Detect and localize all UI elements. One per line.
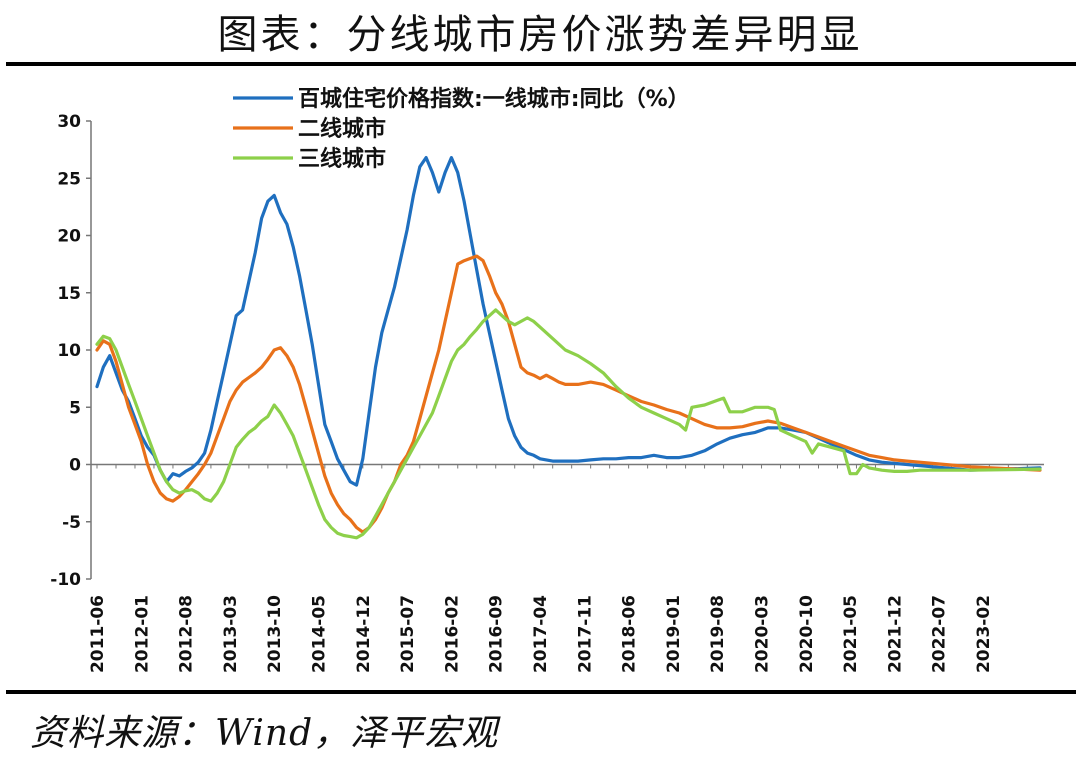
x-tick-label: 2021-12 xyxy=(885,595,905,673)
top-divider xyxy=(6,62,1076,66)
line-chart: -10 -5 0 5 10 15 20 25 30 2011-06 2012-01 2012-08 20… xyxy=(50,86,1044,673)
x-tick-label: 2012-01 xyxy=(132,595,152,673)
series-line-3 xyxy=(95,308,1042,540)
y-tick-label: 5 xyxy=(69,398,81,418)
x-tick-label: 2017-04 xyxy=(531,595,551,673)
y-tick-label: 0 xyxy=(69,456,81,476)
x-tick-label: 2013-10 xyxy=(265,595,285,673)
x-tick-label: 2013-03 xyxy=(221,595,241,673)
x-tick-label: 2012-08 xyxy=(177,595,197,673)
x-tick-label: 2016-02 xyxy=(442,595,462,673)
y-tick-label: -5 xyxy=(62,513,81,533)
chart-title: 图表：分线城市房价涨势差异明显 xyxy=(217,12,863,58)
y-tick-label: -10 xyxy=(50,570,81,590)
x-tick-label: 2019-01 xyxy=(664,595,684,673)
x-tick-label: 2018-06 xyxy=(620,595,640,673)
y-tick-label: 20 xyxy=(57,227,81,247)
x-tick-label: 2020-10 xyxy=(797,595,817,673)
x-tick-label: 2015-07 xyxy=(398,595,418,673)
x-tick-label: 2019-08 xyxy=(708,595,728,673)
legend-label-1: 百城住宅价格指数:一线城市:同比（%） xyxy=(298,86,690,112)
x-tick-label: 2016-09 xyxy=(487,595,507,673)
x-tick-label: 2014-12 xyxy=(354,595,374,673)
source-note: 资料来源：Wind，泽平宏观 xyxy=(30,713,499,754)
series-line-2 xyxy=(95,254,1042,534)
y-tick-label: 25 xyxy=(57,169,81,189)
x-tick-label: 2017-11 xyxy=(575,595,595,673)
bottom-divider xyxy=(6,690,1076,694)
x-tick-label: 2021-05 xyxy=(841,595,861,673)
y-tick-label: 10 xyxy=(57,341,81,361)
x-tick-label: 2022-07 xyxy=(930,595,950,673)
x-tick-label: 2011-06 xyxy=(88,595,108,673)
x-tick-label: 2014-05 xyxy=(310,595,330,673)
series-line-1 xyxy=(95,155,1042,487)
y-tick-label: 15 xyxy=(57,284,81,304)
legend-label-2: 二线城市 xyxy=(298,116,386,142)
x-tick-label: 2020-03 xyxy=(753,595,773,673)
x-tick-label: 2023-02 xyxy=(974,595,994,673)
legend-label-3: 三线城市 xyxy=(298,146,386,172)
y-tick-label: 30 xyxy=(57,112,81,132)
